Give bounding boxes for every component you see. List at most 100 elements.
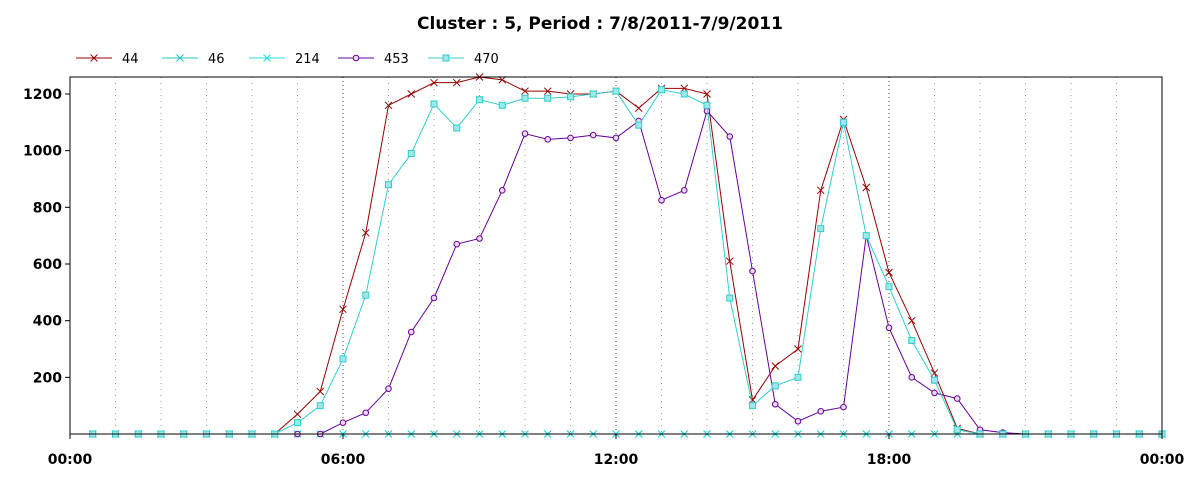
circle-marker xyxy=(908,374,916,381)
series-470 xyxy=(89,86,1166,438)
legend-item-46: 46 xyxy=(162,52,225,67)
series-line-453 xyxy=(92,109,1162,435)
circle-marker xyxy=(476,235,483,242)
x-marker xyxy=(907,316,916,325)
square-marker xyxy=(407,150,415,157)
circle-marker xyxy=(544,136,552,143)
square-marker xyxy=(453,124,461,132)
x-marker xyxy=(90,54,98,62)
marker-stroke xyxy=(384,101,393,110)
series-line-44 xyxy=(92,76,1162,435)
square-marker xyxy=(817,225,825,233)
legend-label: 46 xyxy=(208,52,225,67)
circle-marker xyxy=(339,419,347,426)
marker-stroke xyxy=(316,387,325,396)
circle-marker xyxy=(612,134,620,142)
series-44 xyxy=(88,73,1166,438)
circle-marker xyxy=(430,294,438,302)
legend-label: 44 xyxy=(122,52,139,67)
square-marker xyxy=(749,402,756,410)
circle-marker xyxy=(726,133,734,140)
axis-labels: 00:00 06:00 12:00 18:00 00:00 200 400 600 800 100… xyxy=(23,87,1185,468)
square-marker xyxy=(953,426,961,434)
x-marker xyxy=(293,410,302,419)
x-tick-label: 00:00 xyxy=(48,452,93,468)
marker-stroke xyxy=(885,268,893,277)
square-marker xyxy=(635,121,643,129)
marker-stroke xyxy=(634,104,643,113)
square-marker xyxy=(885,283,893,291)
x-marker xyxy=(794,345,802,353)
marker-stroke xyxy=(703,90,711,98)
series-layer xyxy=(88,73,1166,438)
marker-stroke xyxy=(361,228,370,237)
x-marker xyxy=(771,362,780,370)
square-marker xyxy=(703,101,711,109)
circle-marker xyxy=(658,196,665,204)
x-marker xyxy=(407,90,416,98)
square-marker xyxy=(771,382,779,390)
chart-title: Cluster : 5, Period : 7/8/2011-7/9/2011 xyxy=(417,14,783,34)
square-marker xyxy=(726,294,734,302)
marker-stroke xyxy=(794,345,802,353)
y-tick-label: 800 xyxy=(33,200,62,216)
circle-marker xyxy=(840,403,847,411)
x-tick-label: 00:00 xyxy=(1140,452,1185,468)
circle-marker xyxy=(931,389,938,397)
legend-item-453: 453 xyxy=(338,52,409,67)
circle-marker xyxy=(567,134,574,142)
marker-stroke xyxy=(725,257,734,266)
square-marker xyxy=(840,118,847,126)
marker-stroke xyxy=(407,90,416,98)
legend-item-214: 214 xyxy=(249,52,320,67)
marker-stroke xyxy=(430,78,438,87)
marker-stroke xyxy=(543,87,552,96)
circle-marker xyxy=(794,417,802,425)
circle-marker xyxy=(521,130,529,137)
square-marker xyxy=(544,94,552,102)
square-marker xyxy=(294,419,301,427)
circle-marker xyxy=(498,187,506,194)
x-marker xyxy=(384,101,393,110)
x-marker xyxy=(316,387,325,396)
marker-stroke xyxy=(771,362,780,370)
square-marker xyxy=(498,101,506,109)
x-marker xyxy=(703,90,711,98)
circle-marker xyxy=(589,131,597,139)
square-marker xyxy=(931,376,938,384)
grid-lines xyxy=(115,77,1117,434)
circle-marker xyxy=(817,408,825,415)
marker-stroke xyxy=(521,87,529,96)
square-marker xyxy=(612,87,620,95)
marker-stroke xyxy=(816,186,825,195)
square-marker xyxy=(680,90,688,98)
y-tick-label: 400 xyxy=(33,314,62,330)
circle-marker xyxy=(749,267,756,275)
square-marker xyxy=(589,90,597,98)
square-marker xyxy=(521,94,529,102)
y-tick-label: 200 xyxy=(33,370,62,386)
x-marker xyxy=(885,268,893,277)
series-453 xyxy=(89,107,1166,438)
square-marker xyxy=(316,402,324,410)
circle-marker xyxy=(953,395,961,402)
x-marker xyxy=(634,104,643,113)
marker-stroke xyxy=(862,183,871,192)
marker-stroke xyxy=(452,78,461,87)
marker-stroke xyxy=(339,305,347,314)
series-line-470 xyxy=(92,89,1162,435)
plot-frame xyxy=(69,76,1163,435)
legend-label: 214 xyxy=(295,52,320,67)
star-marker xyxy=(176,54,184,62)
square-marker xyxy=(908,337,916,344)
x-marker xyxy=(816,186,825,195)
x-marker xyxy=(263,54,271,62)
marker-stroke xyxy=(907,316,916,325)
y-tick-label: 1200 xyxy=(23,87,62,103)
x-marker xyxy=(543,87,552,96)
circle-marker xyxy=(362,409,370,417)
square-marker xyxy=(658,86,665,94)
x-marker xyxy=(521,87,529,96)
legend-label: 470 xyxy=(474,52,499,67)
